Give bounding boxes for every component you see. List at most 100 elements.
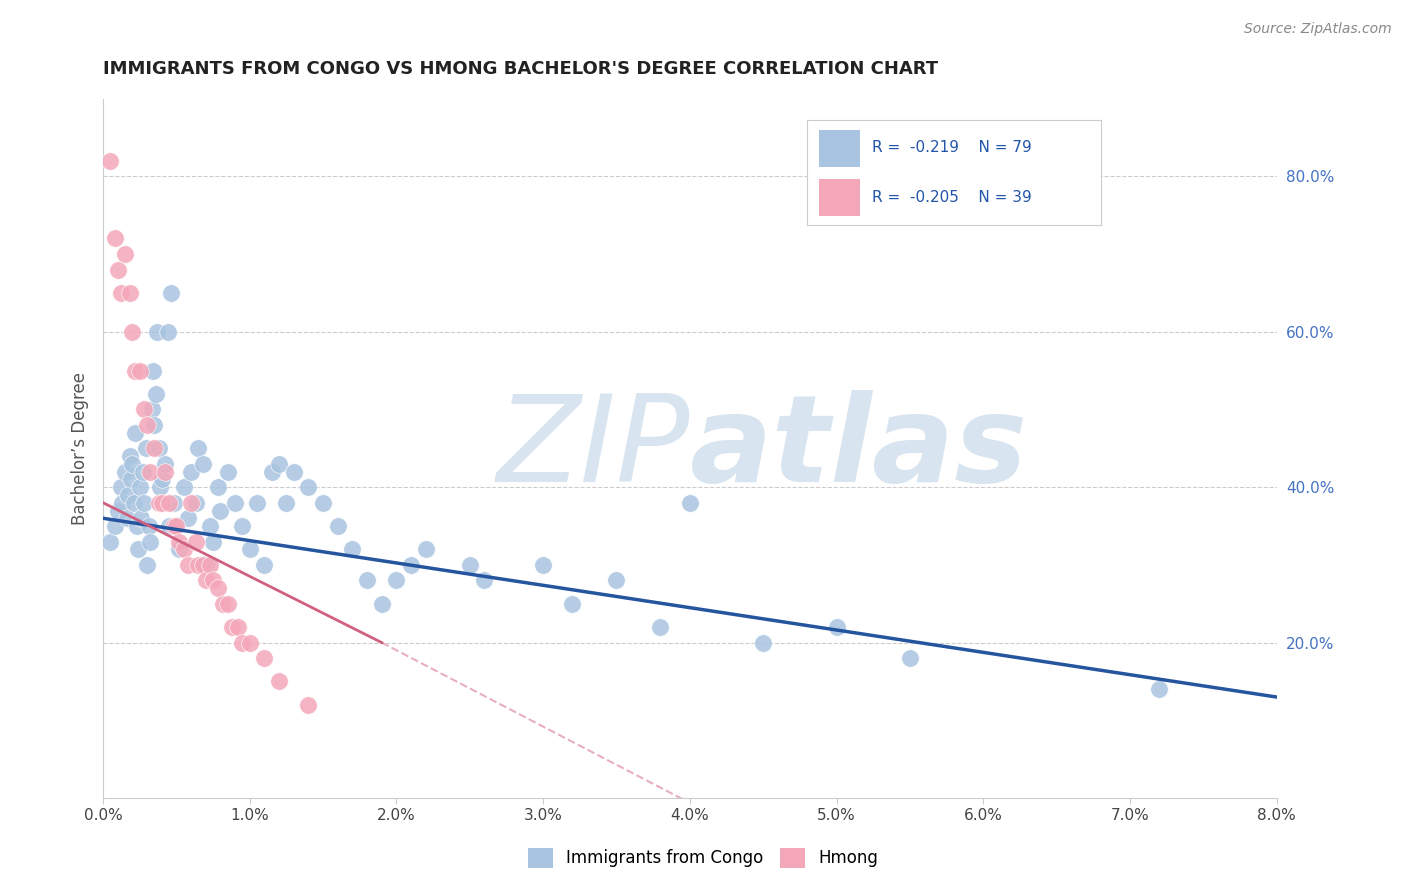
Point xyxy=(132,465,155,479)
Point xyxy=(187,558,209,572)
Point xyxy=(107,262,129,277)
Point xyxy=(371,597,394,611)
Point xyxy=(184,534,207,549)
Point xyxy=(605,574,627,588)
Point xyxy=(143,442,166,456)
Point xyxy=(156,325,179,339)
Point xyxy=(825,620,848,634)
Point xyxy=(1147,682,1170,697)
Point xyxy=(679,496,702,510)
Point xyxy=(180,465,202,479)
Point xyxy=(159,285,181,300)
Point xyxy=(162,496,184,510)
Point xyxy=(148,496,170,510)
Point xyxy=(253,651,276,665)
Point xyxy=(180,496,202,510)
Point xyxy=(177,511,200,525)
Point xyxy=(157,496,180,510)
Point xyxy=(124,363,146,377)
Point xyxy=(200,558,222,572)
Point xyxy=(260,465,283,479)
Point xyxy=(399,558,422,572)
Point xyxy=(217,465,239,479)
Point xyxy=(169,534,191,549)
Point xyxy=(121,325,143,339)
Point xyxy=(100,153,122,168)
Point xyxy=(200,519,222,533)
Point xyxy=(100,534,122,549)
Point xyxy=(166,519,188,533)
Point xyxy=(283,465,305,479)
Point xyxy=(118,285,141,300)
Point xyxy=(145,387,167,401)
Point xyxy=(129,511,152,525)
Point xyxy=(297,698,319,712)
Point xyxy=(209,503,232,517)
Point xyxy=(458,558,481,572)
Text: IMMIGRANTS FROM CONGO VS HMONG BACHELOR'S DEGREE CORRELATION CHART: IMMIGRANTS FROM CONGO VS HMONG BACHELOR'… xyxy=(103,60,938,78)
Point xyxy=(120,472,142,486)
Point xyxy=(207,581,229,595)
Point xyxy=(239,542,262,557)
Point xyxy=(169,542,191,557)
Point xyxy=(127,542,149,557)
Point xyxy=(136,558,159,572)
Point xyxy=(312,496,335,510)
Point xyxy=(166,519,188,533)
Point xyxy=(117,488,139,502)
Point xyxy=(134,402,156,417)
Point xyxy=(139,465,162,479)
Point xyxy=(142,363,165,377)
Point xyxy=(207,480,229,494)
Point xyxy=(194,558,217,572)
Point xyxy=(342,542,364,557)
Point xyxy=(121,457,143,471)
Point xyxy=(385,574,408,588)
Point xyxy=(107,503,129,517)
Point xyxy=(114,247,136,261)
Point xyxy=(153,465,176,479)
Point xyxy=(124,425,146,440)
Point xyxy=(110,285,132,300)
Point xyxy=(143,417,166,432)
Point xyxy=(125,519,148,533)
Point xyxy=(561,597,583,611)
Point xyxy=(150,472,173,486)
Point xyxy=(150,496,173,510)
Text: atlas: atlas xyxy=(690,390,1028,507)
Point xyxy=(184,496,207,510)
Point xyxy=(253,558,276,572)
Point xyxy=(122,496,145,510)
Point xyxy=(111,496,134,510)
Point xyxy=(114,465,136,479)
Point xyxy=(269,674,291,689)
Point xyxy=(136,417,159,432)
Point xyxy=(221,620,243,634)
Point xyxy=(194,574,217,588)
Point xyxy=(202,574,225,588)
Point xyxy=(246,496,269,510)
Point xyxy=(128,363,150,377)
Point xyxy=(297,480,319,494)
Point xyxy=(239,635,262,649)
Point xyxy=(139,534,162,549)
Point xyxy=(226,620,249,634)
Point xyxy=(157,519,180,533)
Point xyxy=(276,496,298,510)
Point xyxy=(138,519,160,533)
Point xyxy=(231,519,253,533)
Legend: Immigrants from Congo, Hmong: Immigrants from Congo, Hmong xyxy=(522,841,884,875)
Point xyxy=(898,651,921,665)
Point xyxy=(162,519,184,533)
Text: Source: ZipAtlas.com: Source: ZipAtlas.com xyxy=(1244,22,1392,37)
Point xyxy=(356,574,378,588)
Point xyxy=(191,457,214,471)
Point xyxy=(104,231,127,245)
Point xyxy=(326,519,349,533)
Point xyxy=(752,635,775,649)
Point xyxy=(217,597,239,611)
Point xyxy=(231,635,253,649)
Point xyxy=(110,480,132,494)
Point xyxy=(474,574,496,588)
Point xyxy=(146,325,169,339)
